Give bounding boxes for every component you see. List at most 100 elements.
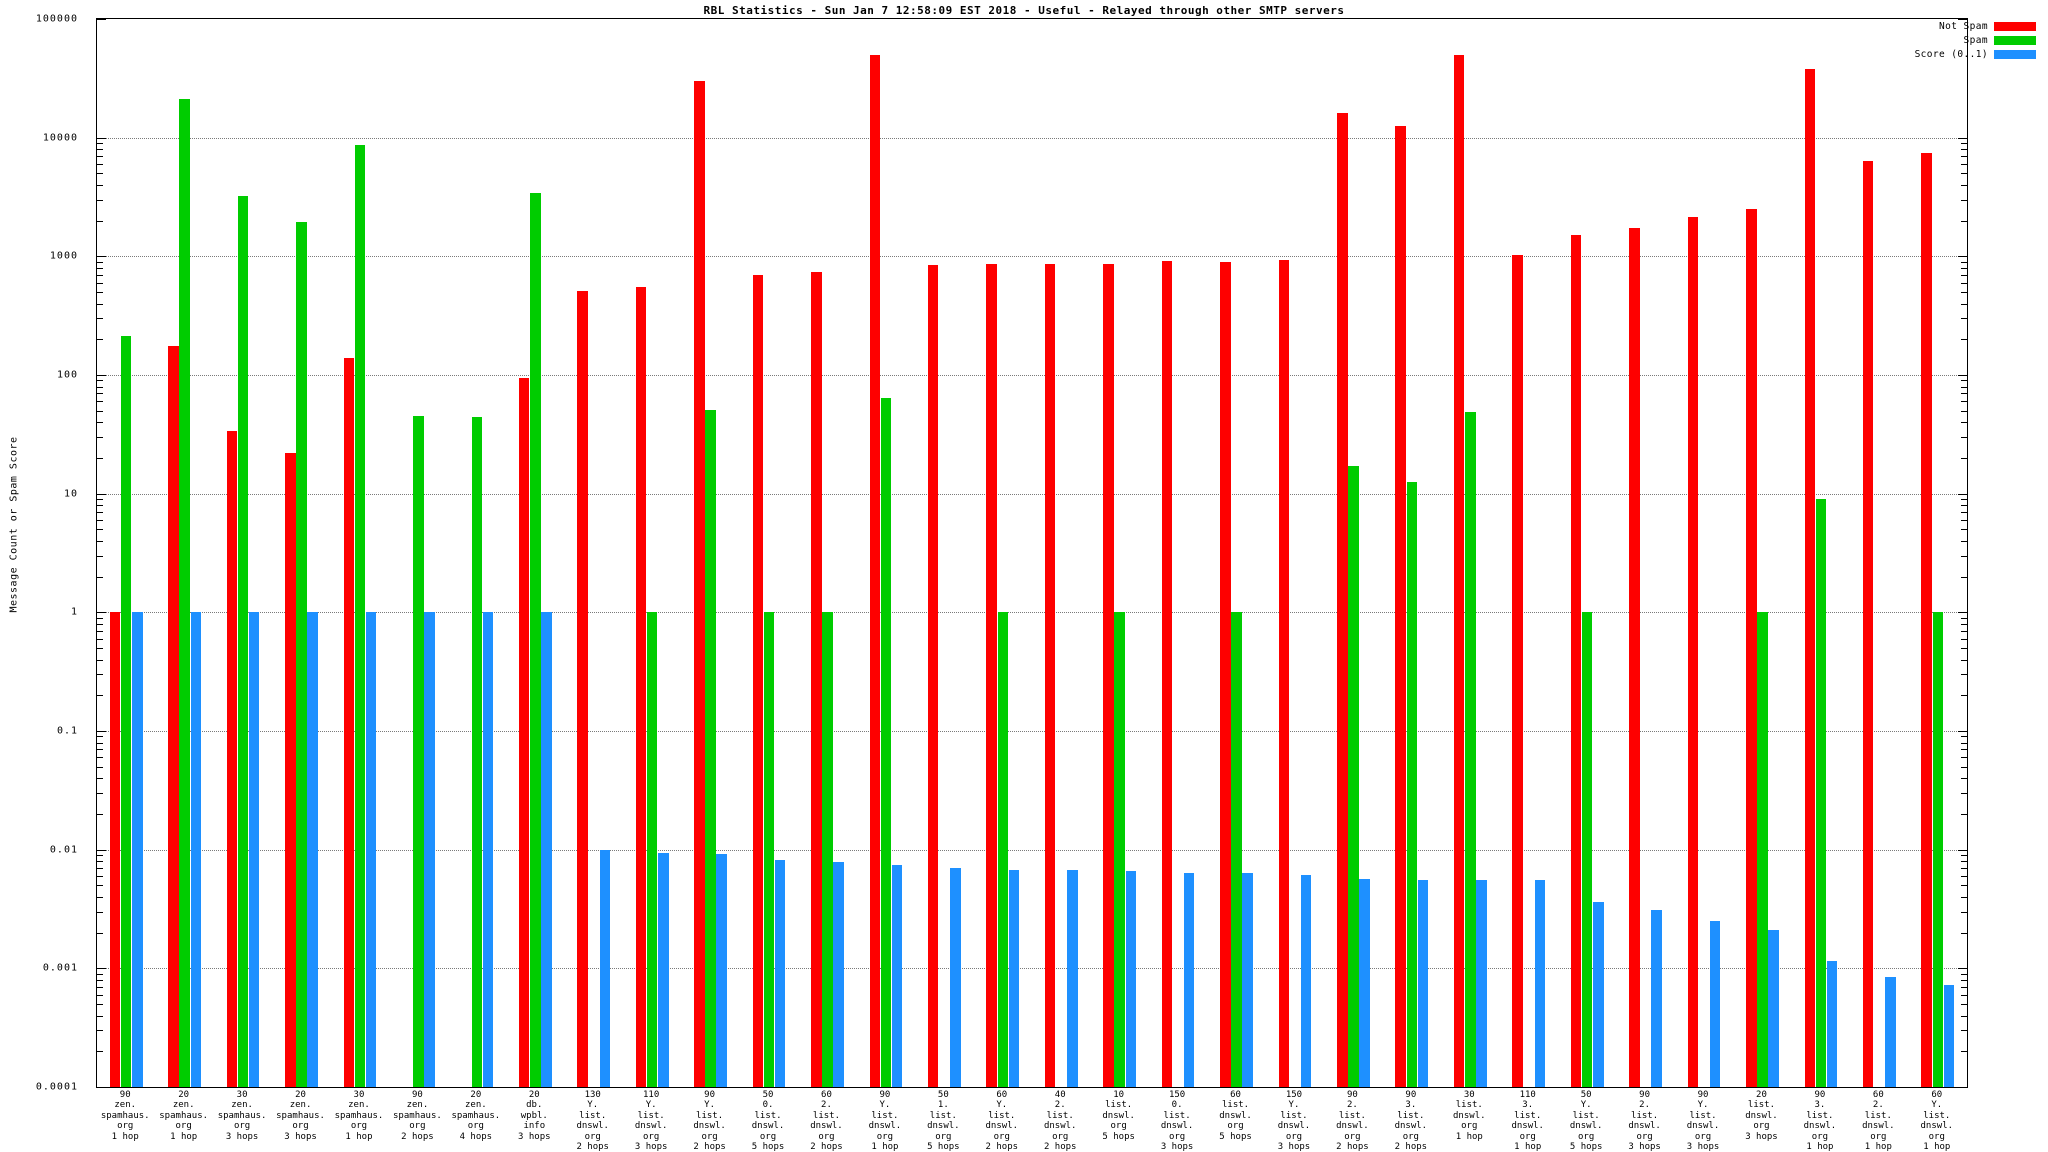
x-axis-tick-labels: 90 zen. spamhaus. org 1 hop 20 zen. spamhaus. or… bbox=[96, 1090, 1968, 1152]
bar-blue bbox=[1242, 873, 1253, 1087]
axis-tick bbox=[97, 19, 106, 20]
y-tick-label: 0.01 bbox=[49, 844, 78, 856]
axis-minor-tick bbox=[1961, 885, 1967, 887]
x-tick-label-line: 1 hop bbox=[345, 1131, 373, 1142]
x-tick-label-line: 1 hop bbox=[871, 1142, 899, 1152]
x-tick-label-line: 3. bbox=[1405, 1100, 1417, 1111]
legend-swatch bbox=[1994, 36, 2036, 45]
x-tick-label-line: dnswl. bbox=[868, 1121, 902, 1132]
axis-minor-tick bbox=[97, 736, 103, 738]
axis-minor-tick bbox=[1961, 512, 1967, 514]
bar-group bbox=[565, 19, 623, 1087]
bar-red bbox=[1629, 227, 1640, 1087]
axis-tick bbox=[1958, 731, 1967, 732]
x-tick-label: 60 list. dnswl. org 5 hops bbox=[1206, 1090, 1264, 1142]
x-tick-label-line: zen. bbox=[348, 1100, 370, 1111]
x-tick-label-line: 2. bbox=[821, 1100, 832, 1111]
x-tick-label-line: info bbox=[523, 1121, 546, 1132]
bar-blue bbox=[1534, 880, 1546, 1087]
bar-red bbox=[1921, 152, 1932, 1087]
axis-minor-tick bbox=[1961, 576, 1967, 578]
x-tick-label-line: 0. bbox=[762, 1100, 774, 1111]
x-tick-label-line: 2. bbox=[1639, 1100, 1651, 1111]
axis-minor-tick bbox=[97, 410, 103, 412]
bar-red bbox=[226, 430, 238, 1087]
axis-minor-tick bbox=[97, 184, 103, 186]
bar-group bbox=[1909, 19, 1967, 1087]
axis-minor-tick bbox=[97, 1004, 103, 1006]
bar-group bbox=[1149, 19, 1207, 1087]
axis-minor-tick bbox=[97, 674, 103, 676]
x-tick-label-line: org bbox=[584, 1131, 601, 1142]
x-tick-label-line: spamhaus. bbox=[276, 1110, 325, 1121]
bar-group bbox=[798, 19, 856, 1087]
x-tick-label-line: 2. bbox=[1346, 1100, 1358, 1111]
axis-minor-tick bbox=[97, 380, 103, 382]
x-tick-label-line: 20 bbox=[295, 1090, 306, 1100]
x-tick-label-line: Y. bbox=[879, 1100, 891, 1111]
x-tick-label-line: 0. bbox=[1171, 1100, 1183, 1111]
bar-red bbox=[752, 274, 764, 1087]
bar-red bbox=[1687, 216, 1699, 1087]
x-tick-label-line: 60 bbox=[1931, 1090, 1943, 1100]
axis-minor-tick bbox=[97, 401, 103, 403]
bar-red bbox=[694, 81, 705, 1087]
axis-minor-tick bbox=[97, 149, 103, 151]
x-tick-label-line: 30 bbox=[353, 1090, 365, 1100]
x-tick-label-line: 3 hops bbox=[1745, 1131, 1778, 1142]
x-tick-label-line: spamhaus. bbox=[217, 1110, 267, 1121]
bar-group bbox=[506, 19, 564, 1087]
x-tick-label-line: dnswl. bbox=[1160, 1121, 1194, 1132]
bar-red bbox=[1044, 263, 1056, 1087]
x-tick-label-line: Y. bbox=[996, 1100, 1008, 1111]
axis-minor-tick bbox=[1961, 757, 1967, 759]
x-tick-label-line: 2 hops bbox=[401, 1131, 434, 1142]
axis-minor-tick bbox=[1961, 638, 1967, 640]
x-tick-label-line: list. bbox=[1163, 1110, 1191, 1121]
x-tick-label: 90 zen. spamhaus. org 1 hop bbox=[96, 1090, 154, 1142]
x-tick-label-line: dnswl. bbox=[576, 1121, 609, 1132]
bar-red bbox=[986, 264, 997, 1087]
bar-red bbox=[343, 357, 355, 1087]
bar-group bbox=[1675, 19, 1733, 1087]
x-tick-label-line: 10 bbox=[1113, 1090, 1125, 1100]
axis-minor-tick bbox=[97, 623, 103, 625]
axis-minor-tick bbox=[97, 555, 103, 557]
axis-minor-tick bbox=[97, 143, 103, 145]
axis-minor-tick bbox=[97, 979, 103, 981]
legend-item: Not Spam bbox=[1939, 21, 2036, 32]
y-tick-label: 0.1 bbox=[56, 725, 78, 737]
x-tick-label-line: list. bbox=[1747, 1100, 1776, 1111]
bar-blue bbox=[658, 852, 669, 1087]
axis-minor-tick bbox=[97, 749, 103, 751]
x-tick-label: 30 list. dnswl. org 1 hop bbox=[1440, 1090, 1498, 1142]
bar-blue bbox=[950, 868, 961, 1087]
gridline bbox=[97, 731, 1967, 732]
bar-blue bbox=[1067, 870, 1078, 1087]
axis-minor-tick bbox=[97, 505, 103, 507]
axis-minor-tick bbox=[1961, 267, 1967, 269]
bar-green bbox=[1348, 466, 1359, 1087]
axis-minor-tick bbox=[1961, 149, 1967, 151]
axis-minor-tick bbox=[1961, 855, 1967, 857]
x-tick-label: 150 Y. list. dnswl. org 3 hops bbox=[1265, 1090, 1323, 1152]
axis-minor-tick bbox=[97, 199, 103, 201]
bar-red bbox=[1103, 263, 1114, 1087]
axis-minor-tick bbox=[1961, 979, 1967, 981]
x-tick-label: 150 0. list. dnswl. org 3 hops bbox=[1148, 1090, 1206, 1152]
axis-minor-tick bbox=[1961, 184, 1967, 186]
x-tick-label-line: 2 hops bbox=[1043, 1142, 1077, 1152]
bar-group bbox=[1441, 19, 1499, 1087]
axis-minor-tick bbox=[1961, 282, 1967, 284]
axis-minor-tick bbox=[97, 868, 103, 870]
x-tick-label-line: 2 hops bbox=[1336, 1142, 1369, 1152]
bar-group bbox=[915, 19, 973, 1087]
x-tick-label: 90 2. list. dnswl. org 3 hops bbox=[1615, 1090, 1673, 1152]
bars-layer bbox=[97, 19, 1967, 1087]
x-tick-label-line: org bbox=[1753, 1121, 1770, 1132]
axis-minor-tick bbox=[97, 576, 103, 578]
x-tick-label-line: 1. bbox=[937, 1100, 949, 1111]
x-tick-label-line: org bbox=[350, 1121, 368, 1132]
axis-minor-tick bbox=[1961, 386, 1967, 388]
bar-blue bbox=[541, 612, 552, 1087]
